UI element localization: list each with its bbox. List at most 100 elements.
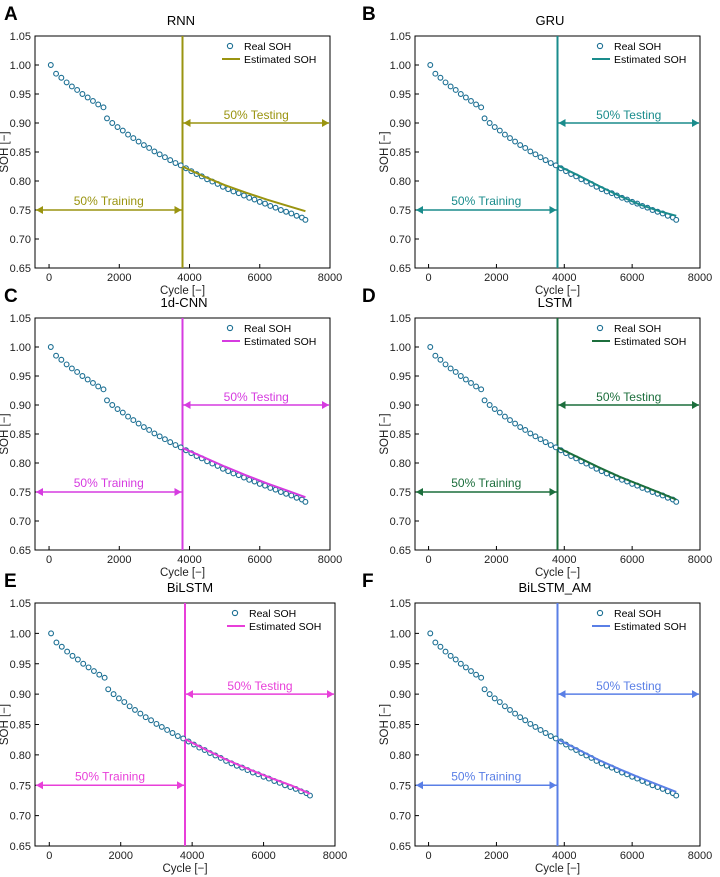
real-soh-point <box>442 361 449 368</box>
y-tick-label: 0.80 <box>390 176 411 188</box>
training-arrow-head-right <box>549 781 557 790</box>
testing-arrow-head-left <box>558 119 566 127</box>
testing-arrow-head-right <box>692 119 699 127</box>
training-arrow-head-left <box>36 206 43 214</box>
real-soh-point <box>552 444 559 451</box>
real-soh-point <box>74 86 81 93</box>
real-soh-point <box>457 660 464 667</box>
real-soh-point <box>673 498 680 505</box>
x-tick-label: 0 <box>46 272 52 284</box>
real-soh-point <box>126 703 133 710</box>
real-soh-point <box>288 492 295 499</box>
legend-real-label: Real SOH <box>614 608 661 620</box>
x-tick-label: 8000 <box>688 272 712 284</box>
x-axis-label: Cycle [−] <box>535 863 580 875</box>
y-tick-label: 1.00 <box>390 60 411 72</box>
legend-estimated-label: Estimated SOH <box>244 336 316 348</box>
x-tick-label: 8000 <box>318 554 342 566</box>
real-soh-point <box>79 91 86 97</box>
real-soh-point <box>74 656 81 663</box>
y-axis-label: SOH [−] <box>379 704 391 745</box>
real-soh-point <box>442 79 449 86</box>
real-soh-point <box>95 383 102 390</box>
testing-annotation: 50% Testing <box>596 108 661 122</box>
real-soh-point <box>517 142 524 148</box>
real-soh-point <box>432 70 439 77</box>
real-soh-point <box>256 198 263 205</box>
real-soh-point <box>532 433 539 440</box>
real-soh-point <box>53 70 60 77</box>
legend-estimated-label: Estimated SOH <box>614 336 686 348</box>
x-axis-label: Cycle [−] <box>535 567 580 579</box>
training-arrow-head-right <box>174 488 182 496</box>
y-tick-label: 0.80 <box>10 176 31 188</box>
legend-real-marker <box>226 42 234 50</box>
x-tick-label: 6000 <box>251 850 275 862</box>
legend-estimated-label: Estimated SOH <box>614 54 686 66</box>
testing-arrow-head-right <box>327 690 334 699</box>
real-soh-point <box>146 144 153 151</box>
real-soh-point <box>125 413 132 420</box>
x-tick-label: 2000 <box>484 272 508 284</box>
real-soh-point <box>447 83 454 90</box>
real-soh-point <box>95 101 102 108</box>
real-soh-point <box>547 733 554 739</box>
y-tick-label: 0.75 <box>390 780 411 792</box>
y-tick-label: 0.80 <box>10 750 31 762</box>
real-soh-point <box>491 406 498 413</box>
real-soh-point <box>119 127 126 134</box>
real-soh-point <box>437 356 444 363</box>
real-soh-point <box>172 442 179 448</box>
chart-panel-e: E BiLSTM 0 2000 4000 6000 8000 0.65 0.70 0.75 0.80… <box>0 571 347 875</box>
real-soh-point <box>673 792 680 799</box>
y-tick-label: 0.65 <box>10 545 31 557</box>
chart-title: BiLSTM_AM <box>519 580 592 595</box>
real-soh-point <box>177 162 184 169</box>
real-soh-point <box>89 98 96 104</box>
y-tick-label: 0.90 <box>390 118 411 130</box>
x-tick-label: 4000 <box>552 850 576 862</box>
y-tick-label: 0.90 <box>10 689 31 701</box>
legend-real-label: Real SOH <box>244 323 291 335</box>
y-tick-label: 0.95 <box>10 89 31 101</box>
real-soh-point <box>69 652 76 659</box>
testing-arrow-head-left <box>558 401 566 409</box>
real-soh-point <box>135 138 142 145</box>
y-tick-label: 0.85 <box>10 720 31 732</box>
real-soh-point <box>119 409 126 416</box>
real-soh-point <box>109 120 116 126</box>
training-arrow-head-left <box>36 488 43 496</box>
real-soh-point <box>473 101 480 108</box>
real-soh-point <box>527 430 534 437</box>
real-soh-point <box>468 98 474 104</box>
real-soh-point <box>140 142 147 148</box>
real-soh-point <box>142 714 149 721</box>
y-tick-label: 0.75 <box>390 205 411 217</box>
real-soh-point <box>537 154 544 161</box>
real-soh-point <box>496 127 503 134</box>
real-soh-point <box>74 368 81 375</box>
chart-panel-a: A RNN 0 2000 4000 6000 8000 0.65 0.70 0.75 0.80 0.8… <box>0 4 342 297</box>
real-soh-point <box>478 386 485 393</box>
legend-real-marker <box>596 609 604 617</box>
real-soh-point <box>517 714 524 721</box>
real-soh-point <box>468 380 474 386</box>
testing-arrow-head-left <box>183 119 191 127</box>
real-soh-point <box>452 656 459 663</box>
real-soh-point <box>457 373 464 379</box>
x-axis-label: Cycle [−] <box>160 285 205 297</box>
chart-title: GRU <box>536 13 565 28</box>
real-soh-point <box>486 120 493 126</box>
real-soh-point <box>101 674 108 681</box>
real-soh-point <box>79 373 86 379</box>
real-soh-point <box>283 208 290 215</box>
real-soh-point <box>47 62 54 68</box>
real-soh-point <box>267 484 274 491</box>
training-annotation: 50% Training <box>74 194 144 208</box>
real-soh-point <box>542 730 549 736</box>
real-soh-point <box>447 365 454 372</box>
real-soh-point <box>537 727 544 733</box>
real-soh-point <box>58 356 65 363</box>
training-arrow-head-right <box>549 488 557 496</box>
